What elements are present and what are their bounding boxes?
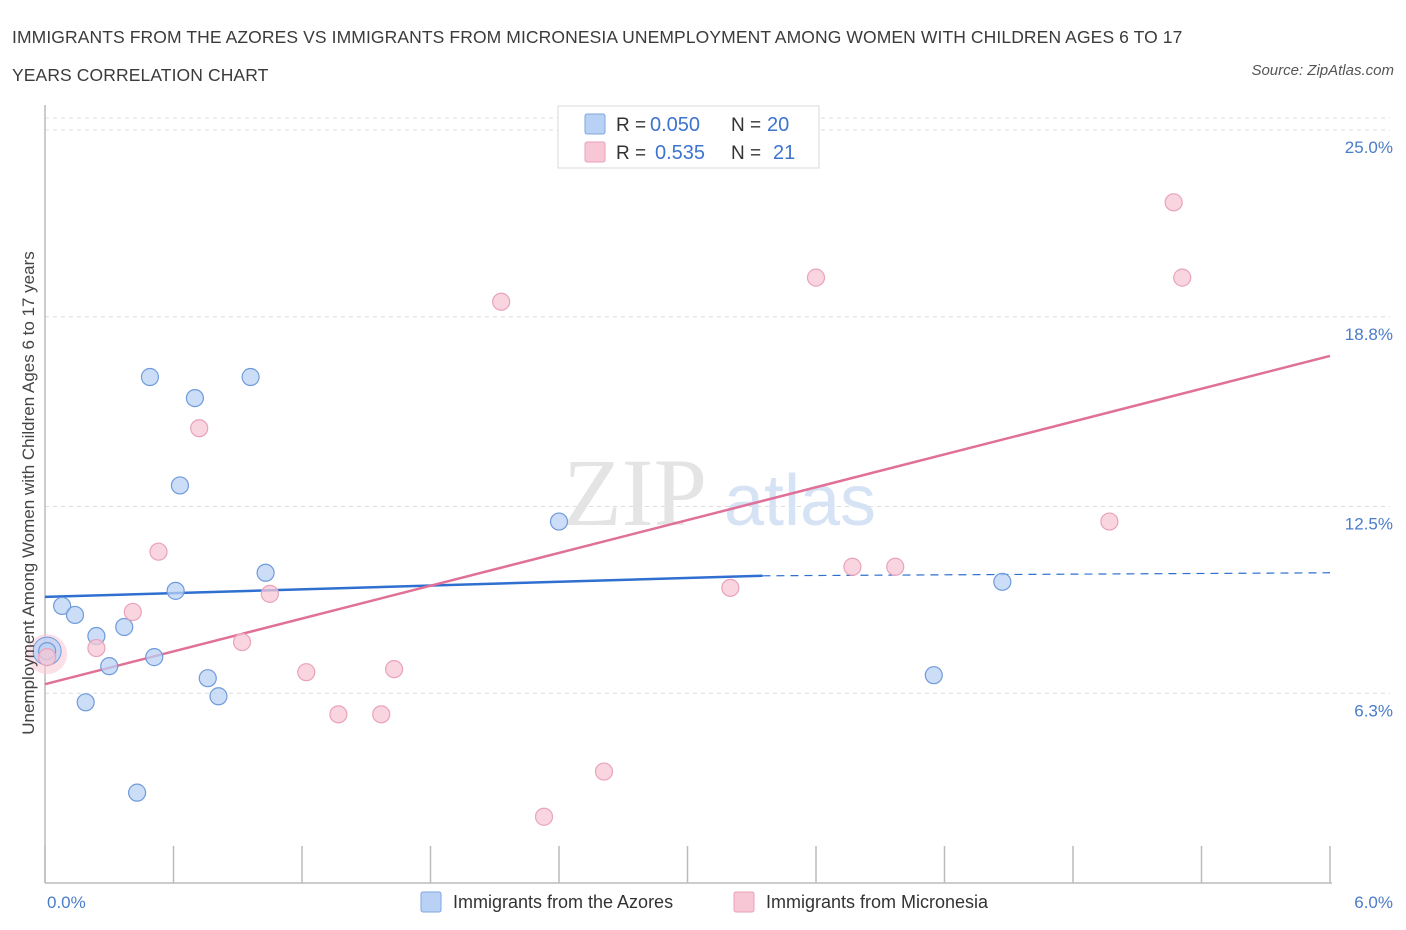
point-azores: [256, 563, 275, 582]
point-micronesia: [534, 807, 554, 826]
y-tick-labels: 6.3% 12.5% 18.8% 25.0%: [1345, 138, 1393, 720]
point-azores: [166, 581, 185, 600]
legend-n-value-micronesia: 21: [773, 142, 795, 164]
point-azores: [170, 476, 190, 495]
y-tick-label: 6.3%: [1354, 701, 1393, 720]
point-azores: [185, 388, 205, 408]
point-azores: [127, 783, 147, 802]
point-micronesia: [384, 660, 404, 679]
point-micronesia: [87, 638, 106, 658]
point-micronesia: [886, 557, 905, 576]
point-micronesia: [260, 584, 279, 603]
bottom-legend-label-azores: Immigrants from the Azores: [453, 892, 673, 912]
point-azores: [140, 367, 160, 387]
watermark: ZIP atlas: [563, 439, 876, 546]
point-micronesia: [1164, 193, 1183, 212]
point-azores: [993, 572, 1012, 591]
point-azores: [65, 605, 85, 625]
data-points: [27, 193, 1192, 826]
point-micronesia: [721, 578, 740, 597]
legend-r-value-micronesia: 0.535: [655, 142, 705, 164]
y-tick-label: 12.5%: [1345, 515, 1393, 534]
x-tick-label-max: 6.0%: [1354, 893, 1393, 912]
point-micronesia: [149, 542, 168, 561]
point-azores: [53, 596, 72, 616]
point-micronesia: [329, 705, 348, 724]
point-azores: [549, 512, 569, 531]
trend-line-micronesia: [44, 354, 1331, 686]
y-tick-label: 25.0%: [1345, 138, 1393, 157]
correlation-legend: R = 0.050 N = 20 R = 0.535 N = 21: [557, 105, 820, 169]
point-micronesia: [1173, 268, 1192, 287]
legend-r-label-azores: R =: [616, 115, 646, 136]
point-micronesia: [190, 419, 209, 438]
trend-line-azores-extension: [762, 572, 1331, 577]
point-azores: [76, 693, 95, 712]
point-micronesia: [492, 292, 511, 311]
bottom-legend-label-micronesia: Immigrants from Micronesia: [766, 892, 989, 912]
trend-line-azores: [44, 574, 763, 599]
legend-n-value-azores: 20: [767, 114, 789, 136]
point-azores: [145, 648, 164, 667]
point-micronesia: [232, 632, 252, 652]
source-label: Source: ZipAtlas.com: [1251, 62, 1394, 79]
legend-r-value-azores: 0.050: [650, 114, 700, 136]
point-azores: [115, 617, 134, 637]
y-axis-label: Unemployment Among Women with Children A…: [19, 251, 38, 735]
axes: [44, 105, 1332, 884]
legend-n-label-azores: N =: [731, 115, 761, 136]
point-micronesia: [1100, 512, 1119, 531]
legend-r-label-micronesia: R =: [616, 143, 646, 164]
y-tick-label: 18.8%: [1345, 325, 1393, 344]
watermark-atlas: atlas: [724, 461, 876, 541]
point-azores: [241, 367, 260, 387]
point-micronesia: [594, 762, 614, 781]
point-micronesia: [806, 268, 826, 287]
point-micronesia: [297, 663, 316, 682]
trend-lines: [44, 354, 1331, 686]
x-tick-label-min: 0.0%: [47, 893, 86, 912]
point-azores: [209, 687, 228, 706]
point-micronesia: [123, 602, 142, 622]
point-micronesia: [843, 557, 862, 576]
point-azores: [198, 669, 217, 688]
bottom-legend-swatch-micronesia: [733, 891, 755, 913]
point-micronesia: [372, 705, 391, 724]
point-azores: [924, 666, 943, 685]
point-micronesia: [38, 648, 57, 667]
point-azores: [100, 657, 119, 676]
legend-swatch-azores: [584, 113, 606, 135]
legend-swatch-micronesia: [584, 141, 606, 163]
bottom-legend-swatch-azores: [420, 891, 442, 913]
legend-n-label-micronesia: N =: [731, 143, 761, 164]
series-legend: Immigrants from the Azores Immigrants fr…: [420, 891, 989, 913]
watermark-zip: ZIP: [563, 439, 707, 546]
gridlines: [45, 117, 1390, 694]
chart-title: IMMIGRANTS FROM THE AZORES VS IMMIGRANTS…: [12, 27, 1183, 85]
